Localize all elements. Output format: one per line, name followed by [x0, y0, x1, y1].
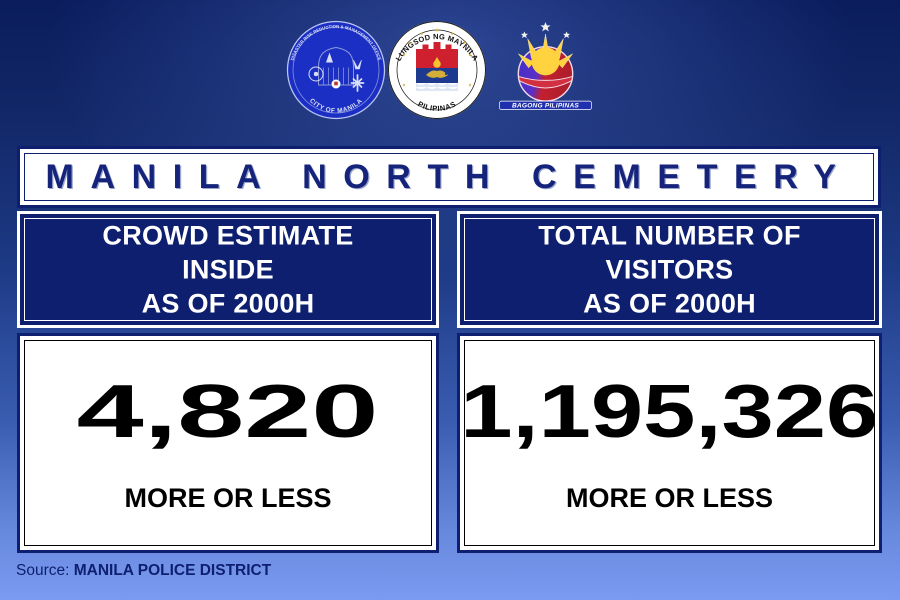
- svg-text:BAGONG PILIPINAS: BAGONG PILIPINAS: [512, 103, 579, 110]
